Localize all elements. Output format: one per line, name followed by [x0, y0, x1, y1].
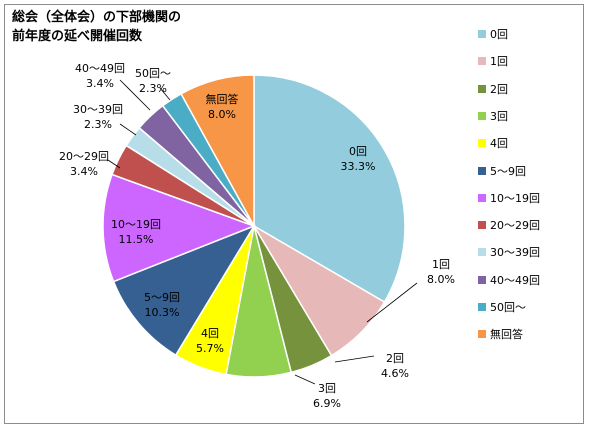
legend-swatch [478, 111, 486, 120]
legend-swatch [478, 30, 486, 38]
legend-item: 0回 [478, 26, 508, 42]
data-label-category: 2回 [386, 352, 404, 365]
data-label-category: 30～39回 [73, 103, 123, 116]
legend-swatch [478, 84, 486, 93]
leader-line [159, 87, 171, 101]
legend-item: 5～9回 [478, 163, 526, 179]
legend-item: 20～29回 [478, 217, 540, 233]
legend-item: 3回 [478, 108, 508, 124]
legend-label: 無回答 [490, 328, 523, 342]
chart-title-line-1: 総会（全体会）の下部機関の [12, 10, 182, 25]
data-label-value: 2.3% [139, 82, 167, 95]
data-label-category: 5～9回 [144, 291, 180, 304]
data-label-value: 5.7% [196, 342, 224, 355]
data-label-category: 無回答 [206, 92, 239, 106]
legend-item: 30～39回 [478, 244, 540, 260]
leader-line [119, 79, 151, 111]
data-label-value: 10.3% [145, 306, 180, 319]
legend-item: 4回 [478, 135, 508, 151]
data-label-category: 3回 [318, 382, 336, 395]
leader-line [294, 374, 316, 385]
legend-swatch [478, 193, 486, 202]
data-label-value: 6.9% [313, 397, 341, 410]
data-label-value: 8.0% [427, 273, 455, 286]
pie-slice [180, 74, 255, 227]
legend-label: 4回 [490, 137, 508, 151]
legend-swatch [478, 303, 486, 311]
data-label-category: 40～49回 [75, 62, 125, 75]
legend-item: 40～49回 [478, 272, 540, 288]
data-label-value: 3.4% [70, 165, 98, 178]
legend-label: 50回～ [490, 301, 526, 314]
chart-title-line-2: 前年度の延べ開催回数 [12, 29, 143, 44]
legend-swatch [478, 139, 486, 148]
legend-swatch [478, 57, 486, 66]
leader-line [334, 355, 375, 363]
data-label-category: 0回 [349, 145, 367, 158]
legend-swatch [478, 275, 486, 284]
pie-slice [112, 224, 256, 357]
data-label-category: 20～29回 [59, 150, 109, 163]
data-label-value: 2.3% [84, 118, 112, 131]
leader-line [366, 282, 418, 323]
data-label-category: 10～19回 [111, 218, 161, 231]
data-label-value: 3.4% [86, 77, 114, 90]
legend-label: 10～19回 [490, 191, 540, 205]
data-label-value: 11.5% [119, 233, 154, 246]
legend-label: 3回 [490, 109, 508, 123]
legend-label: 1回 [490, 55, 508, 69]
legend-swatch [478, 330, 486, 339]
pie-slices [102, 74, 406, 378]
legend-label: 5～9回 [490, 164, 526, 178]
data-label-category: 50回～ [135, 67, 171, 80]
chart-title: 総会（全体会）の下部機関の 前年度の延べ開催回数 [12, 8, 181, 46]
legend-label: 20～29回 [490, 219, 540, 233]
legend-swatch [478, 221, 486, 230]
data-label-value: 8.0% [208, 108, 236, 121]
legend-swatch [478, 248, 486, 257]
legend-label: 40～49回 [490, 273, 540, 287]
legend-item: 10～19回 [478, 190, 540, 206]
data-label-category: 1回 [432, 258, 450, 271]
pie-slice [102, 173, 257, 283]
legend-item: 無回答 [478, 326, 523, 342]
data-labels: 0回 33.3% 1回 8.0% 2回 4.6% 3回 6.9% 4回 5.7% 5～9回 10.3%… [59, 62, 455, 410]
leader-line [119, 123, 137, 136]
data-label-value: 4.6% [381, 367, 409, 380]
legend-swatch [478, 166, 486, 175]
data-label-value: 33.3% [341, 160, 376, 173]
pie-slice [253, 74, 406, 304]
legend-item: 1回 [478, 53, 508, 69]
legend-label: 0回 [490, 28, 508, 41]
data-label-category: 4回 [201, 327, 219, 340]
legend-item: 2回 [478, 81, 508, 97]
leader-lines [107, 79, 418, 385]
legend-label: 30～39回 [490, 246, 540, 260]
legend-label: 2回 [490, 82, 508, 96]
legend-item: 50回～ [478, 299, 526, 315]
leader-line [107, 159, 121, 169]
